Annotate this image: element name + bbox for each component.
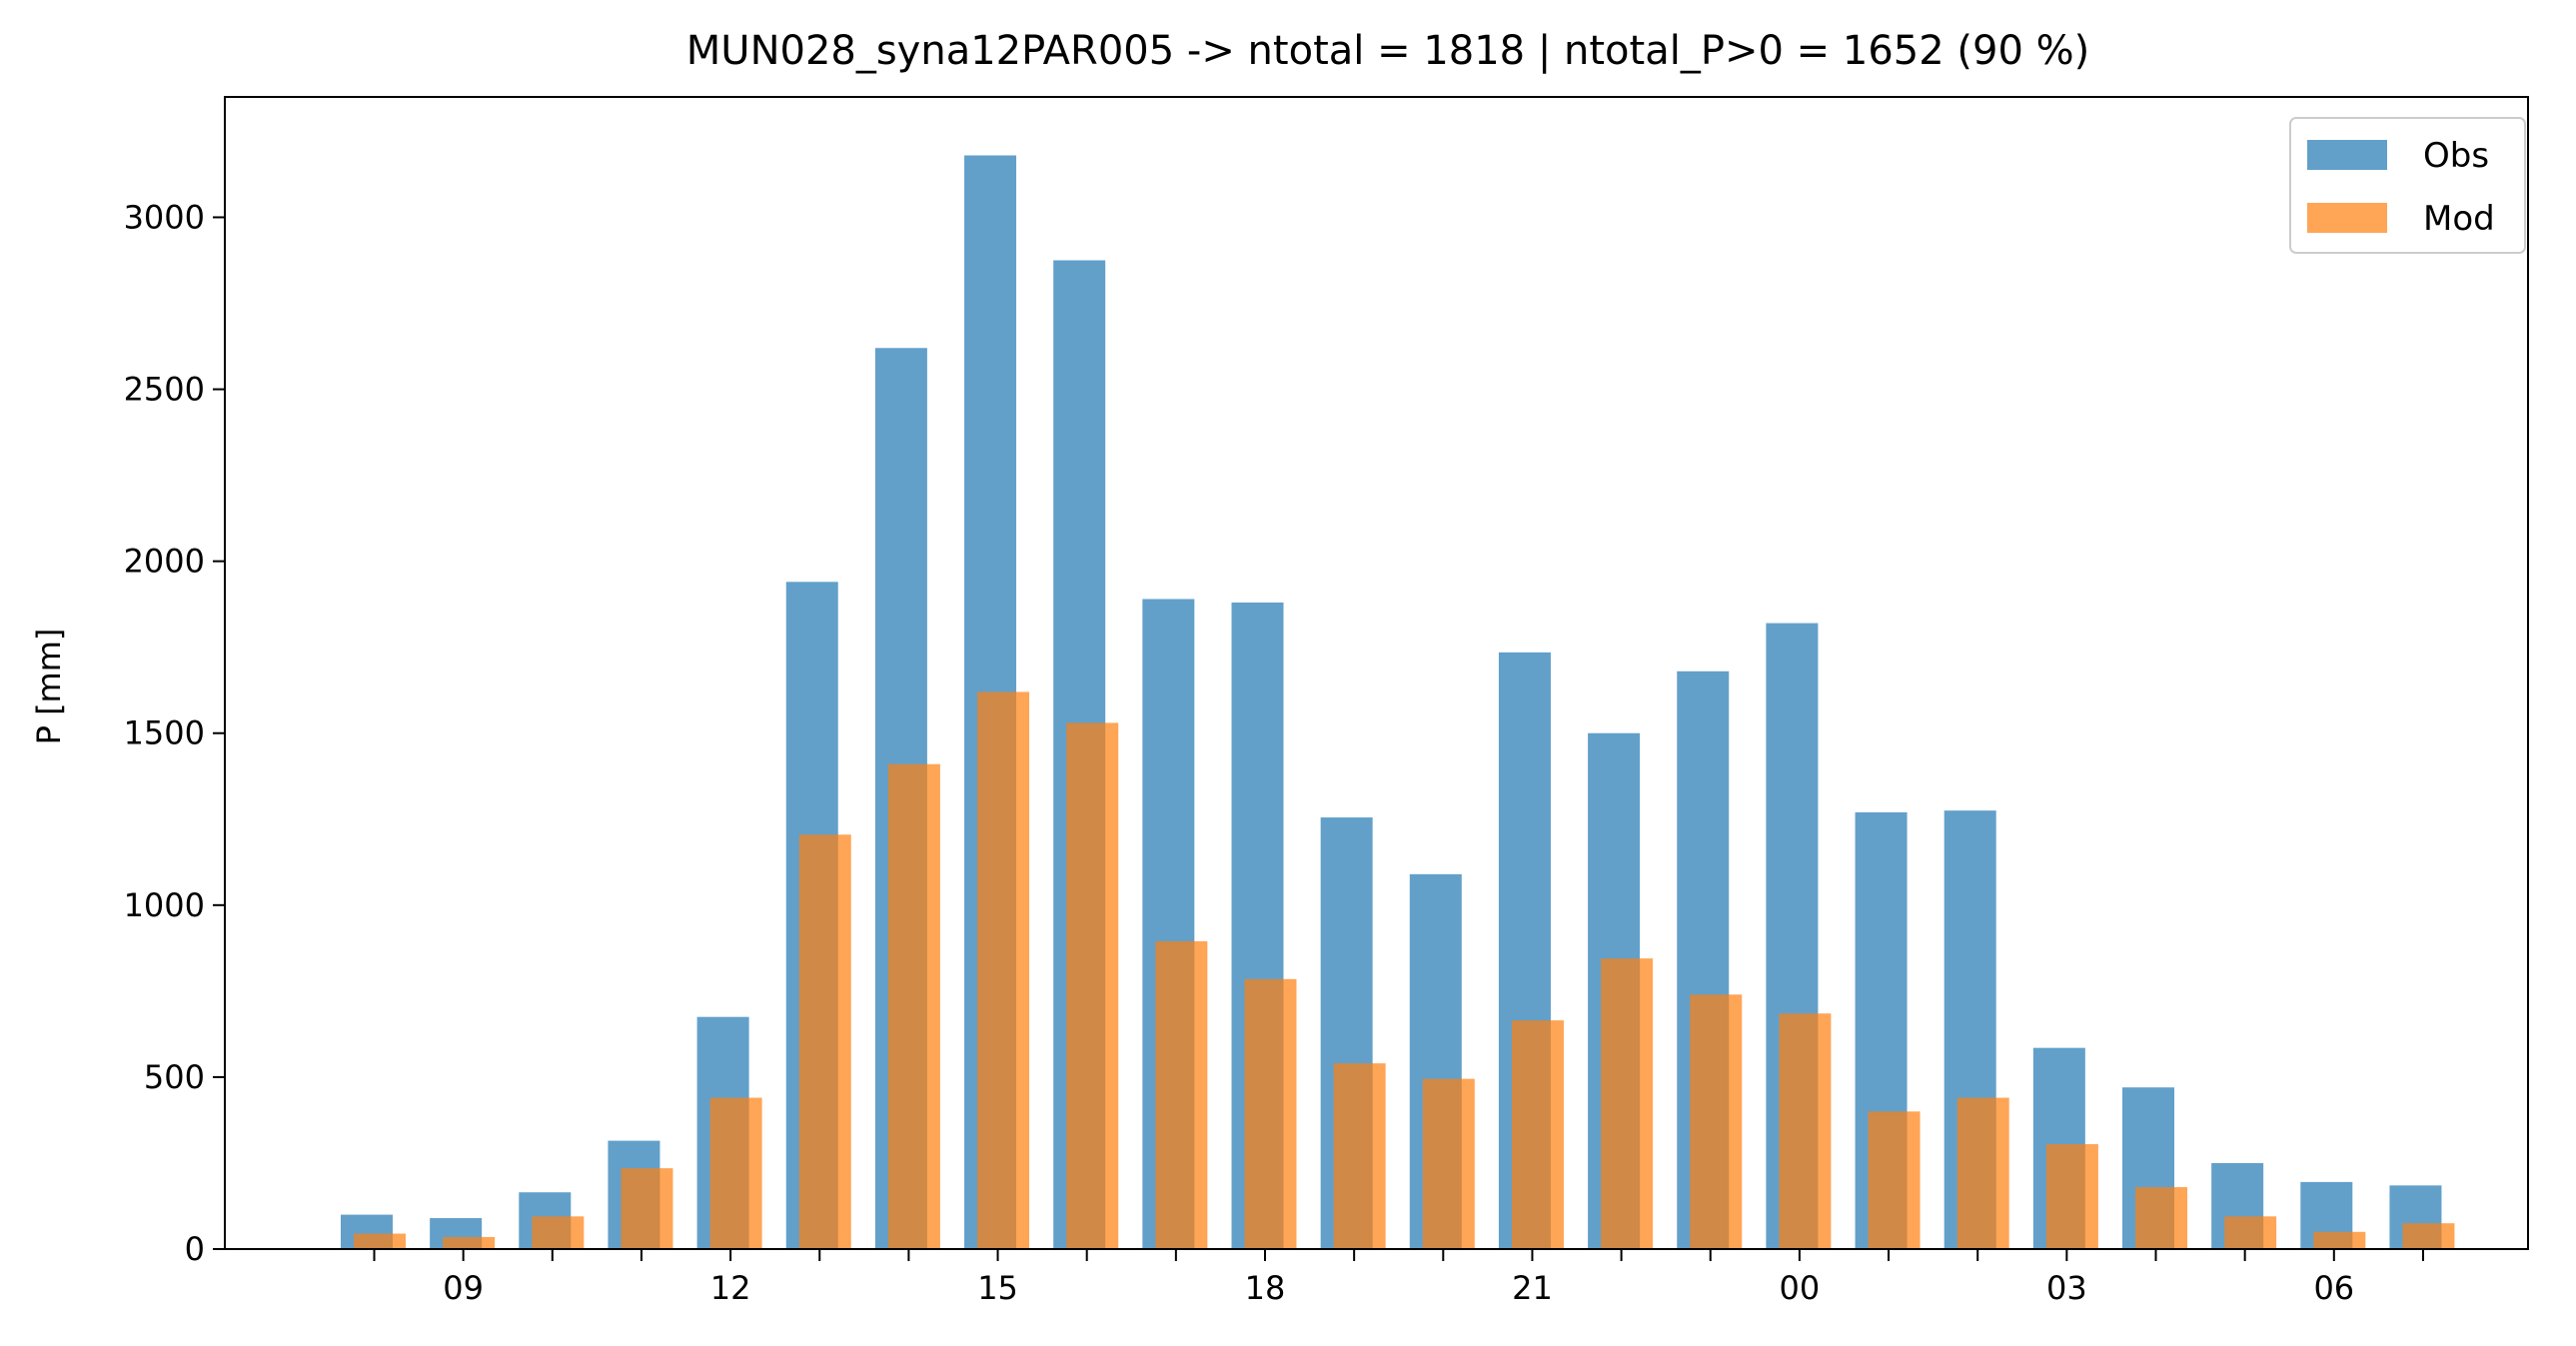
y-tick-label-2000: 2000 bbox=[124, 543, 205, 581]
x-tick-label-18: 18 bbox=[1245, 1269, 1286, 1307]
bar-mod-4 bbox=[709, 1097, 762, 1249]
bar-mod-9 bbox=[1155, 940, 1208, 1249]
legend-label-mod: Mod bbox=[2423, 199, 2495, 239]
x-tick-label-03: 03 bbox=[2046, 1269, 2087, 1307]
y-axis-label: P [mm] bbox=[30, 629, 68, 745]
y-tick-label-2500: 2500 bbox=[124, 371, 205, 409]
bar-mod-23 bbox=[2402, 1223, 2455, 1249]
bar-mod-14 bbox=[1601, 958, 1654, 1249]
x-tick-label-21: 21 bbox=[1512, 1269, 1553, 1307]
legend-swatch-mod bbox=[2307, 203, 2387, 233]
bar-mod-12 bbox=[1422, 1078, 1475, 1249]
bar-mod-8 bbox=[1066, 722, 1119, 1249]
bar-mod-13 bbox=[1511, 1020, 1564, 1249]
bar-mod-2 bbox=[532, 1216, 585, 1249]
y-tick-label-3000: 3000 bbox=[124, 198, 205, 236]
x-tick-label-12: 12 bbox=[710, 1269, 751, 1307]
bar-mod-5 bbox=[798, 834, 851, 1249]
bar-mod-19 bbox=[2045, 1144, 2098, 1249]
x-tick-label-06: 06 bbox=[2313, 1269, 2354, 1307]
bar-mod-3 bbox=[621, 1168, 673, 1249]
x-tick-label-15: 15 bbox=[977, 1269, 1018, 1307]
plot-area: 0 500 1000 1500 2000 2500 3000 09 12 15 18 21 00 03 06… bbox=[124, 96, 2529, 1307]
x-tick-label-00: 00 bbox=[1780, 1269, 1821, 1307]
plot-frame bbox=[224, 96, 2529, 1250]
x-tick-label-09: 09 bbox=[443, 1269, 484, 1307]
bar-mod-0 bbox=[354, 1233, 406, 1249]
bar-mod-16 bbox=[1779, 1013, 1832, 1249]
bar-mod-7 bbox=[977, 691, 1030, 1249]
bar-mod-21 bbox=[2224, 1216, 2277, 1249]
bar-mod-20 bbox=[2135, 1187, 2187, 1249]
bar-mod-17 bbox=[1868, 1111, 1921, 1249]
y-tick-label-1500: 1500 bbox=[124, 714, 205, 752]
bar-mod-1 bbox=[443, 1236, 496, 1249]
legend-swatch-obs bbox=[2307, 140, 2387, 170]
bar-mod-22 bbox=[2313, 1231, 2366, 1249]
y-tick-label-1000: 1000 bbox=[124, 886, 205, 924]
bar-mod-15 bbox=[1690, 994, 1743, 1249]
y-tick-label-0: 0 bbox=[185, 1230, 205, 1268]
bar-mod-11 bbox=[1333, 1063, 1386, 1249]
chart-title: MUN028_syna12PAR005 -> ntotal = 1818 | n… bbox=[686, 28, 2089, 74]
bar-mod-10 bbox=[1244, 978, 1297, 1249]
y-tick-label-500: 500 bbox=[144, 1058, 205, 1096]
bar-mod-18 bbox=[1956, 1097, 2009, 1249]
bar-mod-6 bbox=[887, 763, 940, 1249]
legend-label-obs: Obs bbox=[2423, 136, 2489, 176]
